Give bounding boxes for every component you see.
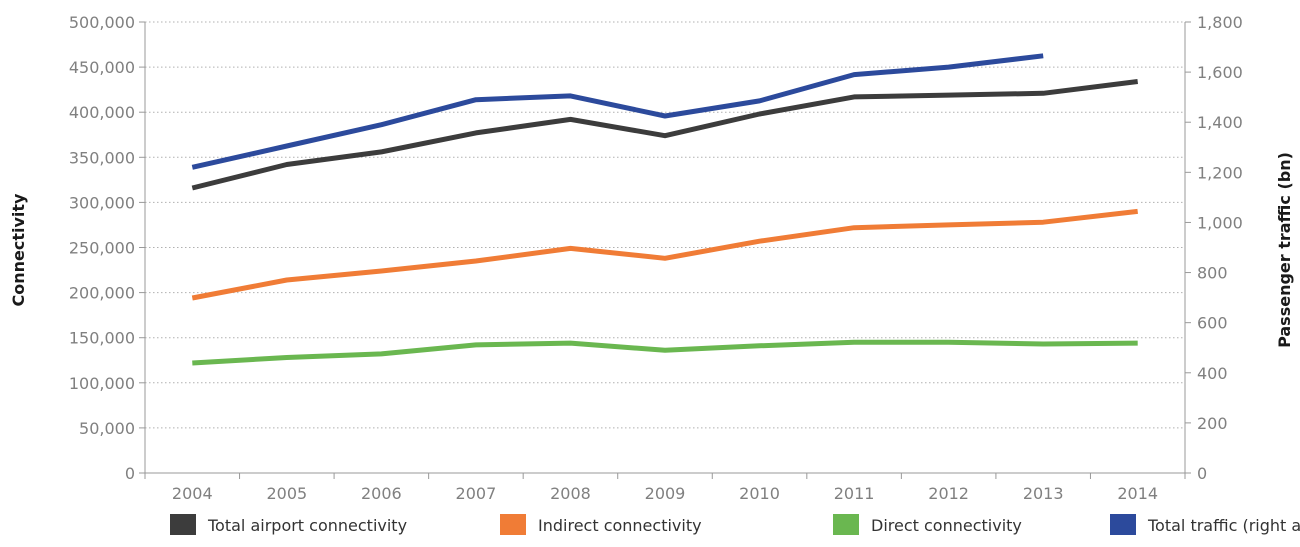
series-line (191, 53, 1044, 170)
legend-label: Total traffic (right axis) (1147, 516, 1300, 535)
series-lines (191, 53, 1139, 366)
right-tick-label: 1,400 (1197, 113, 1243, 132)
series-line (192, 339, 1138, 366)
x-tick-label: 2007 (456, 484, 497, 503)
x-tick-label: 2006 (361, 484, 402, 503)
legend-swatch (833, 514, 859, 535)
right-tick-label: 400 (1197, 364, 1228, 383)
legend: Total airport connectivity Indirect conne… (170, 514, 1300, 535)
right-axis-ticks: 0 200 400 600 800 1,000 1,200 1,400 1,600 1,800 (1185, 13, 1243, 483)
left-tick-label: 0 (125, 464, 135, 483)
right-tick-label: 1,800 (1197, 13, 1243, 32)
x-tick-label: 2014 (1117, 484, 1158, 503)
legend-label: Direct connectivity (871, 516, 1022, 535)
left-tick-label: 350,000 (69, 148, 135, 167)
left-tick-label: 400,000 (69, 103, 135, 122)
x-tick-label: 2009 (645, 484, 686, 503)
left-tick-label: 300,000 (69, 193, 135, 212)
right-tick-label: 0 (1197, 464, 1207, 483)
grid-lines (145, 21, 1185, 429)
x-tick-label: 2011 (834, 484, 875, 503)
legend-swatch (500, 514, 526, 535)
legend-swatch (1110, 514, 1136, 535)
right-tick-label: 200 (1197, 414, 1228, 433)
x-tick-label: 2013 (1023, 484, 1064, 503)
legend-label: Indirect connectivity (538, 516, 702, 535)
left-tick-label: 100,000 (69, 374, 135, 393)
x-tick-label: 2004 (172, 484, 213, 503)
x-axis-ticks: 2004 2005 2006 2007 2008 2009 2010 2011 2012 2013… (144, 473, 1186, 503)
left-tick-label: 50,000 (79, 419, 135, 438)
left-axis-title: Connectivity (9, 193, 28, 307)
left-tick-label: 250,000 (69, 239, 135, 258)
left-axis-ticks: 0 50,000 100,000 150,000 200,000 250,000 300,0… (69, 13, 145, 483)
right-tick-label: 600 (1197, 314, 1228, 333)
right-tick-label: 1,200 (1197, 163, 1243, 182)
x-tick-label: 2012 (928, 484, 969, 503)
right-tick-label: 1,000 (1197, 213, 1243, 232)
series-line (191, 79, 1139, 191)
left-tick-label: 450,000 (69, 58, 135, 77)
right-axis-title: Passenger traffic (bn) (1275, 152, 1294, 348)
left-tick-label: 500,000 (69, 13, 135, 32)
series-line (191, 208, 1138, 301)
right-tick-label: 800 (1197, 264, 1228, 283)
left-tick-label: 200,000 (69, 284, 135, 303)
legend-label: Total airport connectivity (207, 516, 407, 535)
right-tick-label: 1,600 (1197, 63, 1243, 82)
x-tick-label: 2008 (550, 484, 591, 503)
x-tick-label: 2010 (739, 484, 780, 503)
left-tick-label: 150,000 (69, 329, 135, 348)
legend-swatch (170, 514, 196, 535)
x-tick-label: 2005 (266, 484, 307, 503)
